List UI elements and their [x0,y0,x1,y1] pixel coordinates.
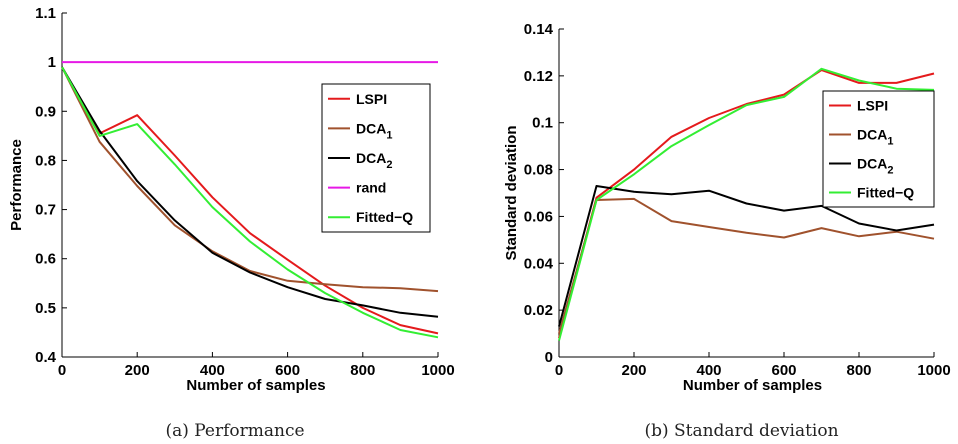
y-tick-label: 0.02 [524,302,553,319]
y-axis-label: Performance [8,139,25,231]
series-line-dca2 [61,66,439,318]
x-tick-label: 600 [275,362,300,379]
y-tick-label: 0.5 [35,300,56,317]
legend-label-text: DCA [356,150,386,166]
y-tick-label: 1 [48,54,56,71]
figure-caption: (a) Performance [165,421,304,441]
series-line-dca1 [558,197,935,334]
x-tick-label: 800 [846,362,871,379]
series-line-dca1 [61,66,439,293]
x-axis-label: Number of samples [186,377,325,394]
legend-label-dca1: DCA1 [356,120,392,141]
legend-label-text: Fitted−Q [857,185,914,201]
chart-performance: 0 200 400 600 800 1000 0.4 0.5 0.6 0.7 0.8 0.9 1 1.1 N… [8,5,455,441]
legend-label-text: LSPI [857,98,888,114]
figure-caption: (b) Standard deviation [644,421,838,441]
x-tick-label: 1000 [917,362,950,379]
legend-label-text: DCA [857,127,887,143]
legend-label-rand: rand [356,180,386,196]
legend-label-lspi: LSPI [857,98,888,114]
chart-standard-deviation: 0 200 400 600 800 1000 0 0.02 0.04 0.06 0.08 0.1 0.1… [503,21,951,441]
legend-label-fitted-q: Fitted−Q [356,209,413,225]
y-tick-label: 0 [545,349,553,366]
y-tick-label: 0.7 [35,202,56,219]
legend-label-subscript: 2 [887,165,893,177]
x-tick-label: 0 [555,362,563,379]
y-tick-label: 0.06 [524,208,553,225]
y-tick-label: 1.1 [35,5,56,22]
y-tick-label: 0.6 [35,251,56,268]
y-tick-label: 0.4 [35,349,57,366]
series-line-fitted-q [61,66,439,339]
legend-label-text: DCA [857,156,887,172]
legend-label-dca2: DCA2 [857,156,893,177]
legend-label-lspi: LSPI [356,91,387,107]
series-line-dca2 [558,185,935,327]
x-tick-label: 1000 [421,362,454,379]
legend-label-text: rand [356,180,386,196]
y-axis-label: Standard deviation [503,125,520,260]
y-tick-label: 0.1 [532,115,553,132]
legend-label-subscript: 2 [386,159,392,171]
legend-label-fitted-q: Fitted−Q [857,185,914,201]
x-tick-label: 0 [58,362,66,379]
legend-box [822,90,935,208]
legend-label-text: Fitted−Q [356,209,413,225]
x-tick-label: 200 [125,362,150,379]
series-line-lspi [61,66,439,335]
y-tick-label: 0.08 [524,162,553,179]
legend-label-dca1: DCA1 [857,127,893,148]
x-tick-label: 400 [696,362,721,379]
y-tick-label: 0.04 [524,255,554,272]
series-line-fitted-q [558,67,935,341]
y-tick-label: 0.9 [35,103,56,120]
y-tick-label: 0.12 [524,68,553,85]
legend-label-subscript: 1 [887,136,893,148]
x-tick-label: 800 [350,362,375,379]
legend-label-text: LSPI [356,91,387,107]
legend-label-subscript: 1 [386,129,392,141]
legend-label-text: DCA [356,120,386,136]
x-tick-label: 200 [621,362,646,379]
legend-label-dca2: DCA2 [356,150,392,171]
y-tick-label: 0.8 [35,152,56,169]
y-tick-label: 0.14 [524,21,554,38]
x-tick-label: 400 [200,362,225,379]
x-axis-label: Number of samples [683,377,822,394]
x-tick-label: 600 [771,362,796,379]
